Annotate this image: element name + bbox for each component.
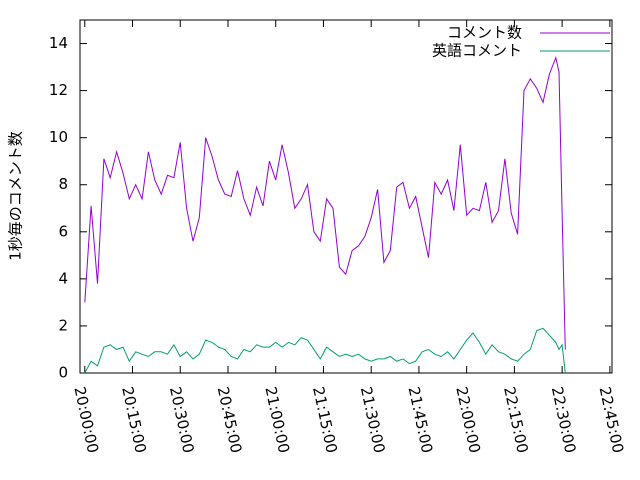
legend-label: コメント数 (447, 24, 522, 42)
y-tick-label: 0 (58, 364, 68, 382)
data-line (84, 55, 566, 350)
x-tick-label: 20:00:00 (70, 385, 102, 455)
y-tick-label: 8 (58, 175, 68, 193)
x-tick-label: 20:45:00 (214, 385, 246, 455)
y-tick-label: 12 (49, 81, 68, 99)
y-axis-label: 1秒毎のコメント数 (7, 131, 25, 261)
y-tick-label: 4 (58, 269, 68, 287)
y-tick-label: 10 (49, 128, 68, 146)
x-tick-label: 22:30:00 (548, 385, 580, 455)
data-line (84, 327, 566, 374)
x-tick-label: 20:30:00 (166, 385, 198, 455)
x-tick-label: 22:45:00 (596, 385, 628, 455)
y-tick-label: 14 (49, 34, 68, 52)
legend-label: 英語コメント (432, 42, 522, 60)
x-tick-label: 21:30:00 (357, 385, 389, 455)
x-tick-label: 21:15:00 (309, 385, 341, 455)
x-tick-label: 22:15:00 (500, 385, 532, 455)
plot-border (79, 19, 613, 374)
x-tick-label: 22:00:00 (452, 385, 484, 455)
y-tick-label: 2 (58, 316, 68, 334)
x-tick-label: 20:15:00 (118, 385, 150, 455)
x-tick-label: 21:45:00 (405, 385, 437, 455)
y-tick-label: 6 (58, 222, 68, 240)
x-tick-label: 21:00:00 (261, 385, 293, 455)
